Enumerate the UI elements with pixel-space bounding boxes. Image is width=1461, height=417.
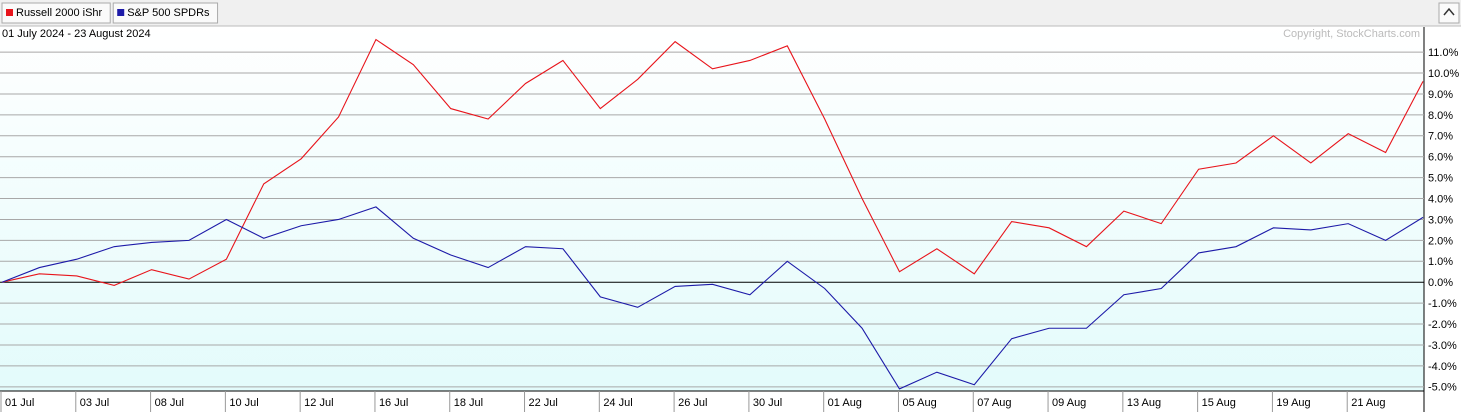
x-tick-label: 26 Jul: [678, 397, 707, 409]
y-tick-label: -4.0%: [1428, 361, 1457, 373]
x-tick-label: 10 Jul: [229, 397, 258, 409]
y-tick-label: -3.0%: [1428, 340, 1457, 352]
x-tick-label: 01 Jul: [5, 397, 34, 409]
y-tick-label: 2.0%: [1428, 235, 1453, 247]
date-range: 01 July 2024 - 23 August 2024: [2, 28, 151, 40]
legend-label: S&P 500 SPDRs: [127, 7, 210, 19]
x-tick-label: 19 Aug: [1276, 397, 1310, 409]
x-tick-label: 08 Jul: [155, 397, 184, 409]
y-tick-label: 0.0%: [1428, 277, 1453, 289]
x-tick-label: 05 Aug: [902, 397, 936, 409]
series-line: [1, 206, 1424, 390]
series-line: [1, 38, 1424, 286]
y-tick-label: -2.0%: [1428, 319, 1457, 331]
legend-swatch: [117, 9, 125, 16]
y-tick-label: 9.0%: [1428, 89, 1453, 101]
x-tick-label: 30 Jul: [753, 397, 782, 409]
x-tick-label: 21 Aug: [1351, 397, 1385, 409]
x-tick-label: 12 Jul: [304, 397, 333, 409]
plot-area: [0, 27, 1424, 391]
y-tick-label: 3.0%: [1428, 214, 1453, 226]
x-tick-label: 13 Aug: [1127, 397, 1161, 409]
legend-item[interactable]: Russell 2000 iShr: [1, 2, 111, 24]
copyright: Copyright, StockCharts.com: [1283, 28, 1420, 40]
legend-swatch: [6, 9, 13, 16]
toolbar: [0, 0, 1461, 26]
x-tick-label: 09 Aug: [1052, 397, 1086, 409]
y-tick-label: 5.0%: [1428, 173, 1453, 185]
y-tick-label: 4.0%: [1428, 193, 1453, 205]
y-tick-label: 11.0%: [1428, 47, 1459, 59]
y-tick-label: -1.0%: [1428, 298, 1457, 310]
y-tick-label: 1.0%: [1428, 256, 1453, 268]
collapse-button[interactable]: [1438, 2, 1460, 24]
x-tick-label: 07 Aug: [977, 397, 1011, 409]
x-tick-label: 22 Jul: [529, 397, 558, 409]
y-tick-label: 10.0%: [1428, 68, 1459, 80]
x-tick-label: 24 Jul: [603, 397, 632, 409]
legend-box: [112, 2, 219, 24]
y-tick-label: -5.0%: [1428, 382, 1457, 394]
y-tick-label: 8.0%: [1428, 110, 1453, 122]
legend-label: Russell 2000 iShr: [16, 7, 103, 19]
x-tick-label: 16 Jul: [379, 397, 408, 409]
collapse-icon: [1443, 7, 1455, 16]
legend-box: [1, 2, 111, 24]
legend-item[interactable]: S&P 500 SPDRs: [112, 2, 219, 24]
x-tick-label: 18 Jul: [454, 397, 483, 409]
y-tick-label: 7.0%: [1428, 131, 1453, 143]
x-tick-label: 03 Jul: [80, 397, 109, 409]
y-tick-label: 6.0%: [1428, 152, 1453, 164]
x-tick-label: 15 Aug: [1202, 397, 1236, 409]
x-tick-label: 01 Aug: [828, 397, 862, 409]
